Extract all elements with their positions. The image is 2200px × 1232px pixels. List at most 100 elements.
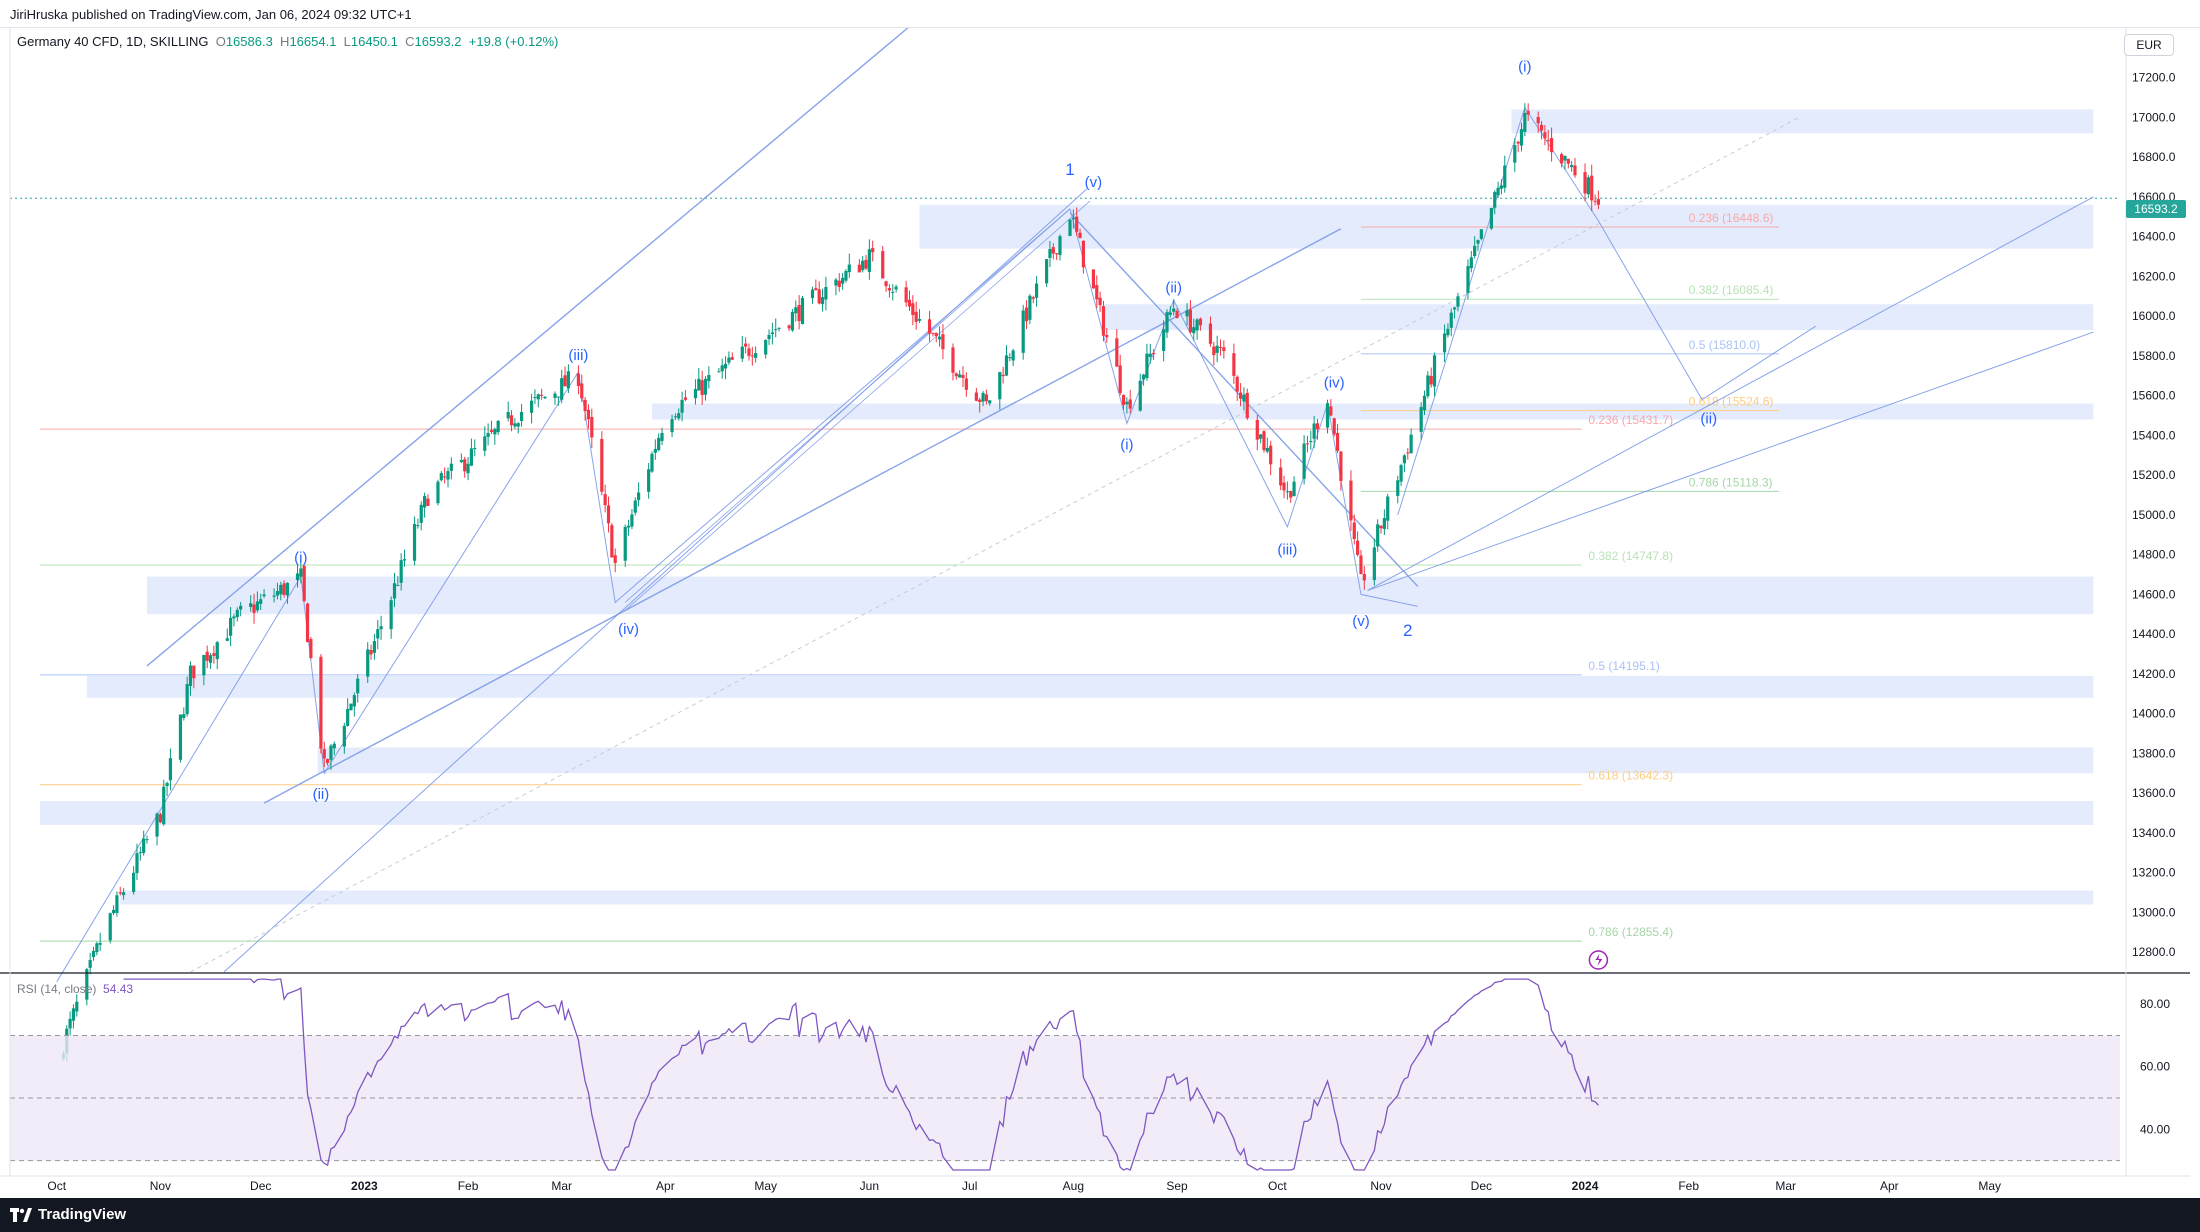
zone-6	[317, 747, 2094, 774]
fib-label-0: 0.236 (16448.6)	[1689, 211, 1774, 225]
time-tick-2: Dec	[250, 1179, 271, 1193]
time-tick-0: Oct	[47, 1179, 66, 1193]
candle-body-3	[71, 1008, 76, 1021]
candle-body-118	[610, 525, 614, 558]
candle-body-310	[1513, 145, 1517, 163]
candle-body-189	[941, 334, 945, 350]
candle-body-21	[158, 814, 162, 823]
candle-body-283	[1382, 518, 1386, 529]
candle-body-265	[1302, 443, 1306, 479]
candle-body-320	[1560, 154, 1564, 164]
candle-body-277	[1356, 540, 1360, 555]
candle-body-194	[964, 378, 968, 390]
candle-body-4	[75, 1001, 79, 1012]
price-tick-7: 15800.0	[2132, 349, 2176, 363]
candle-body-50	[295, 573, 300, 581]
candle-body-176	[884, 281, 888, 287]
candle-body-106	[556, 396, 560, 398]
rsi-line	[123, 978, 1599, 1171]
candle-body-119	[613, 555, 617, 563]
candle-body-328	[1593, 200, 1597, 202]
candle-body-115	[600, 438, 604, 492]
symbol-name[interactable]: Germany 40 CFD, 1D, SKILLING	[17, 34, 209, 49]
candle-body-224	[1105, 335, 1109, 338]
candle-body-63	[352, 695, 356, 707]
candle-body-25	[178, 714, 183, 760]
candle-body-179	[894, 286, 898, 290]
price-axis[interactable]: 17200.017000.016800.016600.016400.016200…	[2132, 71, 2176, 959]
top-bar: JiriHruska published on TradingView.com, …	[0, 0, 2200, 28]
candle-body-270	[1325, 403, 1330, 428]
wave-2-path	[1069, 208, 1418, 607]
candle-body-60	[342, 725, 346, 747]
candle-body-130	[670, 419, 674, 433]
candle-body-112	[583, 399, 587, 412]
trendline-main	[263, 228, 1342, 804]
candle-body-61	[346, 708, 350, 726]
lightning-icon	[1595, 954, 1603, 966]
candle-body-324	[1573, 165, 1577, 176]
low-label: L	[343, 34, 351, 49]
candle-body-149	[754, 353, 758, 358]
candle-body-43	[259, 599, 263, 604]
candle-body-287	[1402, 455, 1407, 464]
candle-body-322	[1566, 158, 1570, 164]
candle-body-126	[650, 453, 654, 472]
time-tick-1: Nov	[150, 1179, 171, 1193]
candle-body-59	[332, 743, 336, 749]
candle-body-20	[155, 813, 159, 837]
candle-body-315	[1536, 117, 1540, 124]
candle-body-132	[677, 413, 681, 419]
candle-body-14	[122, 892, 126, 896]
candle-body-252	[1238, 392, 1243, 399]
fib-label-5: 0.236 (15431.7)	[1588, 413, 1673, 427]
candle-body-228	[1125, 401, 1129, 405]
candle-body-317	[1543, 132, 1547, 139]
candle-body-17	[138, 852, 142, 854]
fib-label-8: 0.618 (13642.3)	[1588, 769, 1673, 783]
misc	[0, 28, 2190, 1177]
wave-label-0: (i)	[294, 550, 307, 567]
time-tick-15: 2024	[1572, 1179, 1599, 1193]
candle-body-273	[1335, 432, 1340, 451]
rsi-label[interactable]: RSI (14, close)	[17, 982, 97, 996]
candle-body-206	[1024, 307, 1029, 322]
wave-thin-a	[624, 208, 1071, 603]
candle-body-148	[750, 355, 754, 357]
candle-body-56	[322, 749, 326, 759]
candle-body-157	[794, 307, 798, 314]
chart-canvas[interactable]: 0.236 (16448.6) 0.382 (16085.4) 0.5 (15810…	[0, 28, 2200, 1198]
candle-body-121	[626, 525, 631, 528]
tradingview-logo[interactable]: TradingView	[10, 1206, 126, 1223]
price-tick-15: 14200.0	[2132, 667, 2176, 681]
candle-body-162	[817, 289, 821, 304]
supply-demand-zones	[40, 109, 2094, 905]
candle-body-196	[978, 399, 982, 402]
candle-body-182	[911, 303, 915, 316]
candle-body-19	[145, 839, 149, 841]
candle-body-155	[787, 325, 791, 329]
candle-body-42	[255, 601, 259, 611]
candle-body-147	[747, 348, 751, 356]
candle-body-290	[1419, 407, 1423, 432]
price-tick-8: 15600.0	[2132, 389, 2176, 403]
candle-body-195	[974, 392, 978, 401]
candle-body-110	[576, 373, 581, 386]
wave-label-4: (v)	[1085, 174, 1103, 191]
candle-body-66	[369, 650, 373, 655]
candle-body-86	[463, 459, 467, 472]
author-name[interactable]: JiriHruska	[10, 7, 68, 22]
time-axis[interactable]: Oct Nov Dec 2023 Feb Mar Apr May Jun Jul Aug Sep Oct…	[47, 1179, 2001, 1193]
close-label: C	[405, 34, 415, 49]
candle-body-174	[871, 248, 875, 253]
candle-body-288	[1406, 452, 1410, 454]
wave-label-10: (v)	[1352, 613, 1370, 630]
candle-body-52	[302, 565, 306, 601]
publish-text: published on TradingView.com, Jan 06, 20…	[71, 7, 412, 22]
tradingview-icon	[10, 1207, 32, 1222]
currency-button[interactable]: EUR	[2124, 34, 2174, 56]
candle-body-198	[984, 394, 989, 402]
candle-body-316	[1539, 124, 1544, 131]
candle-body-141	[720, 365, 724, 372]
candle-body-37	[232, 616, 236, 619]
